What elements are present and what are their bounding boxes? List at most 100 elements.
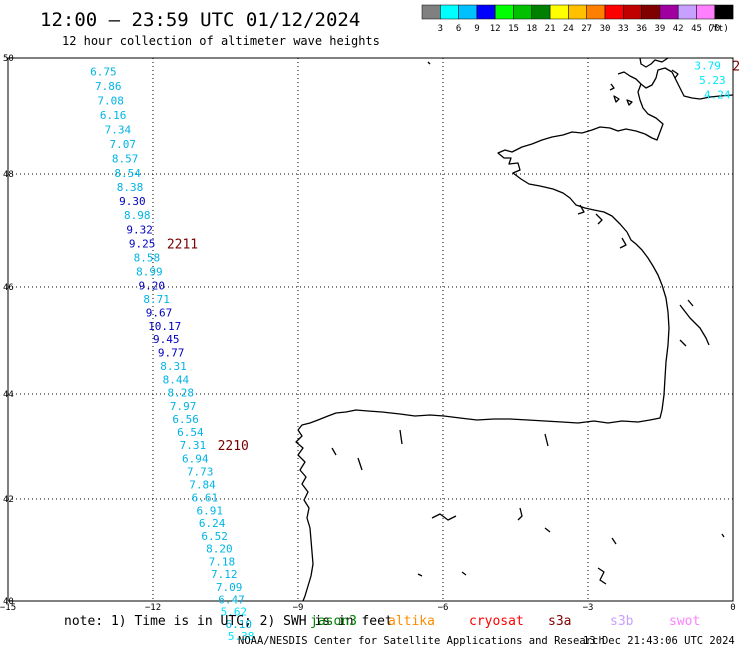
wave-height-value: 8.38 xyxy=(117,181,144,194)
altimeter-observations: 6.75 7.867.08 6.167.34 7.078.57 8.548.389.30… xyxy=(90,60,731,644)
legend-swatch xyxy=(696,4,716,20)
lon-tick-label: −9 xyxy=(293,603,304,613)
wave-height-value: 9.32 xyxy=(126,223,152,236)
lat-tick-label: 40 xyxy=(3,597,14,607)
wave-height-value: 8.98 xyxy=(124,209,151,222)
wave-height-value: 7.09 xyxy=(216,581,243,594)
wave-height-value: 7.07 xyxy=(110,138,137,151)
legend-value: 36 xyxy=(636,24,647,34)
legend-swatch xyxy=(476,4,496,20)
lat-tick-label: 42 xyxy=(3,495,14,505)
legend-swatch xyxy=(549,4,569,20)
wave-height-value: 6.91 xyxy=(197,504,224,517)
legend-value: 9 xyxy=(474,24,479,34)
wave-height-value: 7.12 xyxy=(211,568,238,581)
wave-height-value: 8.28 xyxy=(168,387,195,400)
legend-swatch xyxy=(440,4,459,20)
wave-height-value: 8.54 xyxy=(114,167,141,180)
legend-swatch xyxy=(458,4,478,20)
wave-height-value: 8.57 xyxy=(112,152,138,165)
legend-swatch xyxy=(714,4,734,20)
wave-height-value: 6.47 xyxy=(218,593,245,606)
pass-time-label: 2209 xyxy=(732,60,740,75)
lat-tick-label: 44 xyxy=(3,390,14,400)
wave-height-value: 8.58 xyxy=(134,252,161,265)
legend-value: 27 xyxy=(581,24,592,34)
wave-height-value: 7.84 xyxy=(189,479,216,492)
wave-height-value: 6.16 xyxy=(100,109,127,122)
lon-tick-label: 0 xyxy=(730,603,735,613)
wave-height-value: 6.94 xyxy=(182,452,209,465)
wave-height-value: 5.23 xyxy=(699,74,726,87)
legend-value: 30 xyxy=(600,24,611,34)
wave-height-value: 5.38 xyxy=(228,630,255,643)
wave-height-value: 6.10 xyxy=(226,618,253,631)
legend-value: 24 xyxy=(563,24,574,34)
footer-note: note: 1) Time is in UTC; 2) SWH is in fe… xyxy=(64,614,393,629)
wave-height-value: 10.17 xyxy=(148,320,181,333)
wave-height-value: 7.08 xyxy=(97,94,124,107)
wave-height-value: 6.56 xyxy=(172,413,199,426)
satellite-key: jason3 altika cryosat s3a s3b swot xyxy=(310,614,700,629)
legend-swatch xyxy=(623,4,642,20)
wave-height-value: 9.25 xyxy=(129,237,156,250)
legend-swatch xyxy=(513,4,533,20)
wave-height-value: 9.67 xyxy=(146,306,173,319)
satellite-name: swot xyxy=(669,614,700,629)
map-subtitle: 12 hour collection of altimeter wave hei… xyxy=(62,34,380,48)
timestamp: 13 Dec 21:43:06 UTC 2024 xyxy=(583,635,735,647)
satellite-name: jason3 xyxy=(310,614,357,629)
wave-height-value: 4.24 xyxy=(704,89,731,102)
legend-value: 45 xyxy=(691,24,702,34)
legend-value: 21 xyxy=(545,24,556,34)
wave-height-value: 8.31 xyxy=(160,360,187,373)
legend-value: 3 xyxy=(438,24,443,34)
lon-tick-label: −15 xyxy=(0,603,16,613)
legend-swatch xyxy=(568,4,587,20)
wave-height-value: 5.62 xyxy=(221,606,248,619)
coastline xyxy=(295,57,734,602)
wave-height-value: 9.30 xyxy=(119,195,145,208)
wave-height-value: 7.31 xyxy=(180,439,207,452)
legend-unit: (ft) xyxy=(707,24,729,34)
wave-height-value: 9.45 xyxy=(153,333,180,346)
legend-value: 18 xyxy=(526,24,537,34)
satellite-name: s3b xyxy=(610,614,634,629)
pass-time-label: 2211 xyxy=(167,237,198,252)
wave-height-value: 9.20 xyxy=(139,280,166,293)
map-axes: 50 48 46 44 42 40−15 −12 −9 −6 −3 0 xyxy=(0,54,736,613)
wave-height-value: 6.75 xyxy=(90,65,117,78)
graticule xyxy=(8,58,733,601)
wave-height-value: 8.99 xyxy=(136,266,163,279)
wave-height-value: 9.77 xyxy=(158,347,185,360)
legend-swatch xyxy=(604,4,624,20)
wave-height-value: 8.44 xyxy=(163,373,190,386)
legend-value: 33 xyxy=(618,24,629,34)
wave-height-color-legend: 3 6 9 12 15 18 21 24 27 30 33 36 39 42 45 70(ft) xyxy=(421,4,734,34)
legend-value: 70 xyxy=(709,24,720,34)
pass-time-label: 2210 xyxy=(218,439,249,454)
legend-swatch xyxy=(677,4,697,20)
legend-value: 42 xyxy=(673,24,684,34)
legend-swatch xyxy=(494,4,514,20)
lat-tick-label: 48 xyxy=(3,170,14,180)
legend-swatch xyxy=(659,4,679,20)
legend-value: 6 xyxy=(456,24,461,34)
legend-swatch xyxy=(641,4,661,20)
pass-labels: 2211 2210 2209 xyxy=(167,60,740,455)
map-title: 12:00 — 23:59 UTC 01/12/2024 xyxy=(40,9,360,31)
legend-value: 12 xyxy=(490,24,501,34)
wave-height-value: 7.18 xyxy=(209,555,236,568)
lon-tick-label: −3 xyxy=(583,603,594,613)
satellite-name: altika xyxy=(388,614,435,629)
legend-value: 39 xyxy=(654,24,665,34)
satellite-name: cryosat xyxy=(469,614,524,629)
wave-height-value: 6.61 xyxy=(192,492,219,505)
wave-height-value: 7.97 xyxy=(170,400,197,413)
wave-height-value: 6.54 xyxy=(177,426,204,439)
legend-swatch xyxy=(421,4,441,20)
wave-height-value: 6.24 xyxy=(199,517,226,530)
wave-height-value: 7.73 xyxy=(187,465,214,478)
wave-height-value: 8.20 xyxy=(206,543,233,556)
